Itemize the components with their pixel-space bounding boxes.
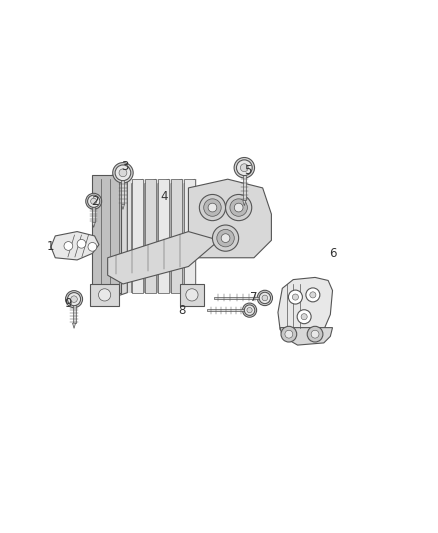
Text: 5: 5 xyxy=(244,164,251,177)
Circle shape xyxy=(67,293,81,306)
Circle shape xyxy=(257,290,272,305)
Circle shape xyxy=(230,199,247,216)
Circle shape xyxy=(77,239,86,248)
Polygon shape xyxy=(121,204,124,209)
Polygon shape xyxy=(246,309,254,311)
Circle shape xyxy=(88,243,97,251)
Circle shape xyxy=(306,288,320,302)
Circle shape xyxy=(226,195,252,221)
Circle shape xyxy=(199,195,226,221)
Text: 2: 2 xyxy=(91,195,98,207)
Circle shape xyxy=(113,163,133,183)
Polygon shape xyxy=(261,297,269,299)
Circle shape xyxy=(247,308,252,313)
Polygon shape xyxy=(278,277,332,336)
Circle shape xyxy=(243,303,257,317)
Circle shape xyxy=(217,229,234,247)
Text: 8: 8 xyxy=(178,304,186,317)
Polygon shape xyxy=(108,231,219,284)
Polygon shape xyxy=(243,200,246,206)
Circle shape xyxy=(307,326,323,342)
Circle shape xyxy=(311,330,319,338)
Bar xyxy=(121,173,124,204)
Circle shape xyxy=(71,296,78,302)
Circle shape xyxy=(288,290,302,304)
Bar xyxy=(207,309,246,311)
Circle shape xyxy=(88,195,100,207)
Bar xyxy=(243,168,246,200)
Circle shape xyxy=(99,289,111,301)
Polygon shape xyxy=(188,179,272,258)
Circle shape xyxy=(64,241,73,251)
Circle shape xyxy=(66,290,82,308)
Circle shape xyxy=(259,292,271,304)
Text: 6: 6 xyxy=(329,247,336,260)
Bar xyxy=(171,179,182,293)
Circle shape xyxy=(310,292,316,298)
Text: 9: 9 xyxy=(65,297,72,310)
Text: 1: 1 xyxy=(47,240,55,253)
Circle shape xyxy=(244,305,255,316)
Polygon shape xyxy=(132,179,143,293)
Circle shape xyxy=(297,310,311,324)
Circle shape xyxy=(91,198,97,204)
Circle shape xyxy=(240,164,248,172)
Bar xyxy=(92,175,121,293)
Circle shape xyxy=(281,326,297,342)
Bar xyxy=(92,201,95,222)
Circle shape xyxy=(237,160,252,175)
Circle shape xyxy=(262,295,268,301)
Text: 3: 3 xyxy=(121,159,129,173)
Bar xyxy=(214,297,261,299)
Bar xyxy=(73,299,76,323)
Bar xyxy=(184,179,195,293)
Circle shape xyxy=(186,289,198,301)
Circle shape xyxy=(119,169,127,177)
Polygon shape xyxy=(73,323,76,328)
Polygon shape xyxy=(97,179,197,293)
Circle shape xyxy=(234,203,243,212)
Polygon shape xyxy=(145,179,155,293)
Bar xyxy=(90,284,119,306)
Circle shape xyxy=(292,294,298,300)
Polygon shape xyxy=(158,179,169,293)
Circle shape xyxy=(212,225,239,251)
Circle shape xyxy=(234,157,254,178)
Polygon shape xyxy=(97,175,127,297)
Circle shape xyxy=(285,330,293,338)
Polygon shape xyxy=(184,179,195,293)
Bar xyxy=(180,284,204,306)
Circle shape xyxy=(301,313,307,320)
Circle shape xyxy=(86,193,102,209)
Polygon shape xyxy=(92,222,95,228)
Text: 7: 7 xyxy=(250,290,258,304)
Bar xyxy=(158,179,169,293)
Circle shape xyxy=(221,234,230,243)
Text: 4: 4 xyxy=(161,190,168,203)
Bar xyxy=(145,179,155,293)
Circle shape xyxy=(204,199,221,216)
Bar xyxy=(132,179,143,293)
Circle shape xyxy=(115,165,131,181)
Polygon shape xyxy=(171,179,182,293)
Polygon shape xyxy=(280,328,332,345)
Polygon shape xyxy=(51,231,99,260)
Circle shape xyxy=(208,203,217,212)
